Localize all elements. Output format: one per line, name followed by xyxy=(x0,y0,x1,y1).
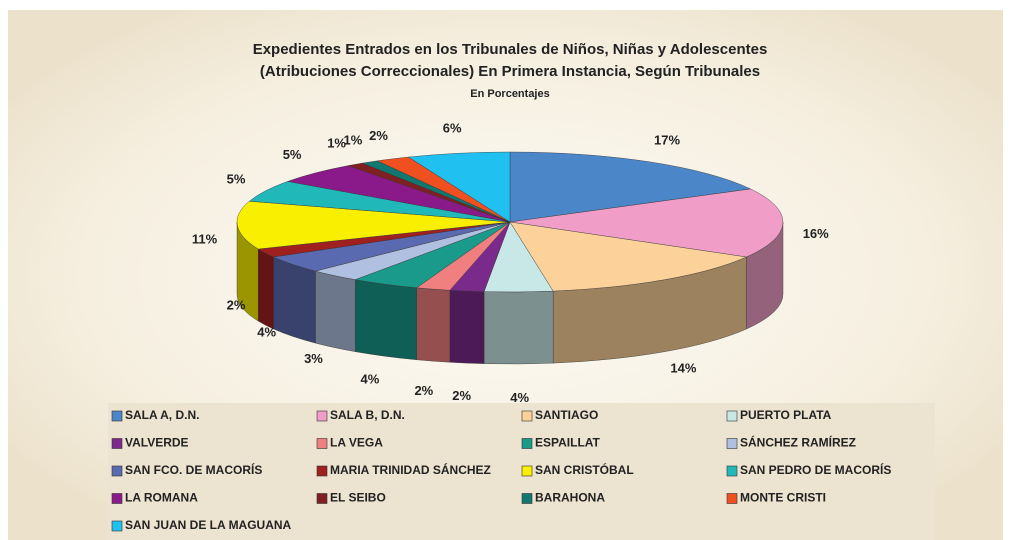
legend-label: SÁNCHEZ RAMÍREZ xyxy=(740,435,856,450)
chart-subtitle: En Porcentajes xyxy=(470,88,549,100)
slice xyxy=(407,151,511,223)
legend-label: PUERTO PLATA xyxy=(740,408,832,422)
legend-label: LA VEGA xyxy=(330,436,383,450)
data-label: 3% xyxy=(304,351,323,366)
data-label: 6% xyxy=(443,121,462,136)
data-label: 5% xyxy=(283,147,302,162)
data-label: 14% xyxy=(670,361,696,376)
legend-label: SAN PEDRO DE MACORÍS xyxy=(740,462,891,477)
chart-title: (Atribuciones Correccionales) En Primera… xyxy=(260,63,760,80)
slice-side xyxy=(483,290,554,365)
data-label: 2% xyxy=(452,388,471,403)
legend-swatch xyxy=(726,465,738,477)
slice-side xyxy=(273,256,316,344)
legend-swatch xyxy=(111,493,123,504)
legend-swatch xyxy=(111,438,123,449)
slice-side xyxy=(449,290,485,364)
legend-swatch xyxy=(111,410,123,422)
legend-swatch xyxy=(316,438,328,449)
data-label: 16% xyxy=(803,226,829,241)
data-label: 1% xyxy=(344,132,363,147)
legend-label: SAN CRISTÓBAL xyxy=(535,462,634,477)
legend-label: SALA B, D.N. xyxy=(330,408,405,422)
slice xyxy=(509,188,784,258)
legend-swatch xyxy=(521,493,533,504)
data-label: 4% xyxy=(510,390,529,405)
legend-swatch xyxy=(726,410,738,422)
data-label: 2% xyxy=(369,128,388,143)
legend-swatch xyxy=(111,520,123,532)
legend-label: SAN JUAN DE LA MAGUANA xyxy=(125,518,292,532)
legend-swatch xyxy=(521,438,533,449)
data-label: 4% xyxy=(257,324,276,339)
slice-side xyxy=(315,270,356,352)
slice xyxy=(509,221,748,292)
legend-label: EL SEIBO xyxy=(330,491,386,505)
legend-label: BARAHONA xyxy=(535,491,605,505)
data-label: 2% xyxy=(414,383,433,398)
chart-title: Expedientes Entrados en los Tribunales d… xyxy=(253,41,768,58)
legend-swatch xyxy=(316,493,328,504)
legend-swatch xyxy=(316,465,328,477)
legend-label: MONTE CRISTI xyxy=(740,491,826,505)
legend-label: SAN FCO. DE MACORÍS xyxy=(125,462,262,477)
legend-label: MARIA TRINIDAD SÁNCHEZ xyxy=(330,462,491,477)
legend-swatch xyxy=(726,493,738,504)
data-label: 2% xyxy=(227,297,246,312)
legend-swatch xyxy=(111,465,123,477)
data-label: 5% xyxy=(227,171,246,186)
slice-side xyxy=(354,279,417,360)
slice xyxy=(509,151,752,223)
legend-box xyxy=(108,403,935,540)
slice-side xyxy=(416,287,451,363)
data-label: 11% xyxy=(192,231,218,246)
data-label: 1% xyxy=(327,136,346,151)
legend-swatch xyxy=(521,410,533,422)
legend-swatch xyxy=(726,438,738,449)
legend-label: LA ROMANA xyxy=(125,491,198,505)
legend-label: SALA A, D.N. xyxy=(125,408,199,422)
legend-swatch xyxy=(316,410,328,422)
slice xyxy=(236,201,511,250)
slice-side xyxy=(257,248,274,330)
legend-label: SANTIAGO xyxy=(535,408,598,422)
legend-label: ESPAILLAT xyxy=(535,436,601,450)
legend-swatch xyxy=(521,465,533,477)
legend-label: VALVERDE xyxy=(125,436,189,450)
data-label: 17% xyxy=(654,132,680,147)
data-label: 4% xyxy=(360,371,379,386)
